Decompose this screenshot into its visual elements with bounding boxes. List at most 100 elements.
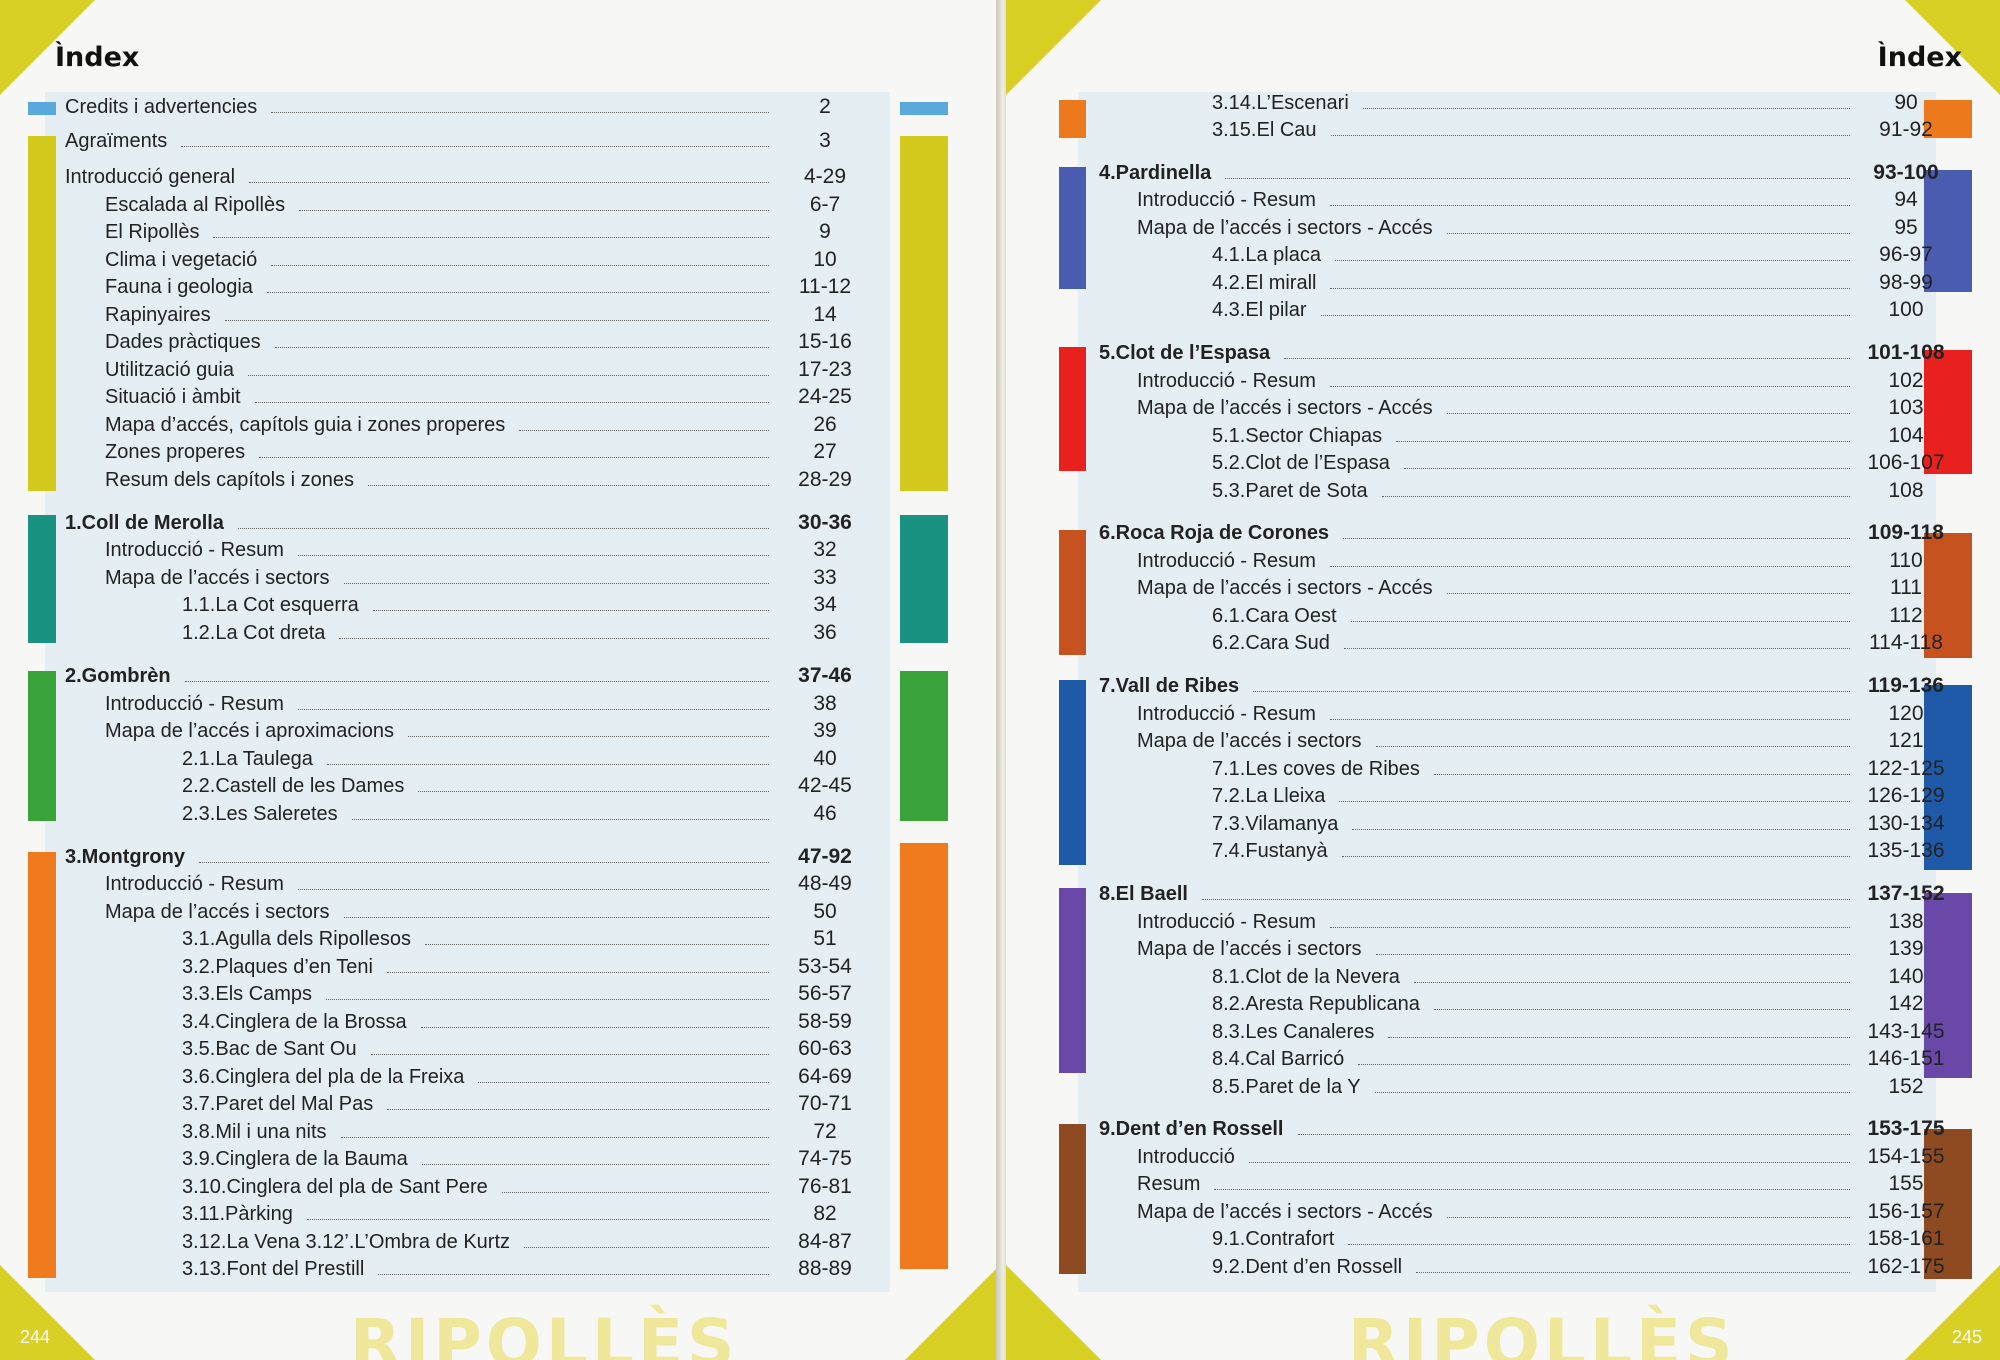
index-entry-2-gombren: 2.Gombrèn 37-46 (65, 661, 865, 688)
section-color-tab (1924, 685, 1972, 870)
entry-page-range: 4-29 (803, 165, 847, 188)
corner-decoration (0, 0, 95, 95)
index-entry-mapa-d-acces-capitols-guia-i-zones-properes: Mapa d’accés, capítols guia i zones prop… (105, 410, 865, 437)
entry-page-range: 138 (1888, 910, 1924, 933)
entry-page-range: 122-125 (1867, 757, 1945, 780)
entry-page-range: 51 (813, 927, 837, 950)
section-color-tab (1924, 1129, 1972, 1279)
entry-page-range: 139 (1888, 937, 1924, 960)
entry-page-range: 14 (813, 303, 837, 326)
index-entry-5-2-clot-de-l-espasa: 5.2.Clot de l’Espasa 106-107 (1212, 448, 1946, 475)
index-entry-3-montgrony: 3.Montgrony 47-92 (65, 842, 865, 869)
dot-leader (339, 638, 769, 639)
entry-title: 8.2.Aresta Republicana (1212, 993, 1420, 1015)
dot-leader (237, 528, 769, 529)
entry-page-range: 140 (1888, 965, 1924, 988)
entry-title: 4.Pardinella (1099, 162, 1212, 184)
entry-title: 8.5.Paret de la Y (1212, 1076, 1361, 1098)
dot-leader (1284, 358, 1850, 359)
entry-title: 3.1.Agulla dels Ripollesos (182, 928, 412, 950)
entry-page-range: 120 (1888, 702, 1924, 725)
index-entry-introduccio-resum: Introducció - Resum 94 (1137, 185, 1946, 212)
corner-decoration (905, 1265, 1000, 1360)
index-entry-8-3-les-canaleres: 8.3.Les Canaleres 143-145 (1212, 1017, 1946, 1044)
dot-leader (1416, 1272, 1850, 1273)
index-entry-7-vall-de-ribes: 7.Vall de Ribes 119-136 (1099, 671, 1946, 698)
index-entry-3-7-paret-del-mal-pas: 3.7.Paret del Mal Pas 70-71 (182, 1089, 865, 1116)
entry-title: 3.13.Font del Prestill (182, 1258, 365, 1280)
entry-page-range: 36 (813, 621, 837, 644)
entry-title: Utilització guia (105, 359, 234, 381)
dot-leader (1253, 691, 1850, 692)
dot-leader (306, 1219, 769, 1220)
entry-title: Mapa de l’accés i sectors (1137, 730, 1362, 752)
entry-title: 3.4.Cinglera de la Brossa (182, 1011, 407, 1033)
dot-leader (343, 917, 769, 918)
dot-leader (1348, 1244, 1850, 1245)
index-entry-mapa-de-l-acces-i-sectors-acces: Mapa de l’accés i sectors - Accés 103 (1137, 393, 1946, 420)
index-entry-9-2-dent-d-en-rossell: 9.2.Dent d’en Rossell 162-175 (1212, 1252, 1946, 1279)
right-page: Ìndex 3.14.L’Escenari 90 3.15.El Cau 91-92 4… (1006, 0, 2000, 1360)
dot-leader (1352, 829, 1850, 830)
entry-title: 3.15.El Cau (1212, 119, 1317, 141)
dot-leader (266, 292, 769, 293)
dot-leader (1329, 566, 1850, 567)
entry-title: 8.1.Clot de la Nevera (1212, 966, 1400, 988)
watermark-title: RIPOLLÈS (1348, 1305, 1737, 1360)
dot-leader (420, 1027, 769, 1028)
index-entry-introduccio-resum: Introducció - Resum 38 (105, 689, 865, 716)
index-entry-mapa-de-l-acces-i-sectors: Mapa de l’accés i sectors 121 (1137, 726, 1946, 753)
entry-title: Escalada al Ripollès (105, 194, 286, 216)
index-entry-3-9-cinglera-de-la-bauma: 3.9.Cinglera de la Bauma 74-75 (182, 1144, 865, 1171)
index-entry-3-10-cinglera-del-pla-de-sant-pere: 3.10.Cinglera del pla de Sant Pere 76-81 (182, 1172, 865, 1199)
dot-leader (378, 1274, 769, 1275)
index-entry-mapa-de-l-acces-i-sectors: Mapa de l’accés i sectors 50 (105, 897, 865, 924)
entry-page-range: 102 (1888, 369, 1924, 392)
page-heading: Ìndex (1877, 42, 1962, 73)
entry-title: Introducció - Resum (1137, 550, 1316, 572)
dot-leader (1375, 954, 1850, 955)
entry-title: Mapa de l’accés i sectors (105, 567, 330, 589)
dot-leader (524, 1247, 769, 1248)
entry-title: Mapa d’accés, capítols guia i zones prop… (105, 414, 506, 436)
section-color-bar (28, 102, 56, 115)
dot-leader (1433, 1009, 1850, 1010)
dot-leader (387, 1109, 769, 1110)
page-number: 244 (20, 1327, 51, 1347)
index-entry-mapa-de-l-acces-i-sectors-acces: Mapa de l’accés i sectors - Accés 156-157 (1137, 1197, 1946, 1224)
section-color-tab (1924, 350, 1972, 474)
entry-page-range: 103 (1888, 396, 1924, 419)
index-entry-3-3-els-camps: 3.3.Els Camps 56-57 (182, 979, 865, 1006)
index-entry-5-3-paret-de-sota: 5.3.Paret de Sota 108 (1212, 476, 1946, 503)
index-entry-1-1-la-cot-esquerra: 1.1.La Cot esquerra 34 (182, 590, 865, 617)
entry-title: Introducció - Resum (1137, 911, 1316, 933)
entry-title: Introducció - Resum (1137, 370, 1316, 392)
entry-page-range: 153-175 (1867, 1117, 1945, 1140)
entry-title: Mapa de l’accés i sectors - Accés (1137, 397, 1433, 419)
entry-page-range: 126-129 (1867, 784, 1945, 807)
entry-title: Introducció (1137, 1146, 1235, 1168)
entry-title: 5.1.Sector Chiapas (1212, 425, 1383, 447)
section-color-bar (28, 671, 56, 821)
dot-leader (370, 1054, 769, 1055)
entry-title: 3.10.Cinglera del pla de Sant Pere (182, 1176, 488, 1198)
dot-leader (249, 182, 769, 183)
entry-page-range: 46 (813, 802, 837, 825)
entry-page-range: 53-54 (798, 955, 852, 978)
dot-leader (254, 402, 769, 403)
index-entry-9-1-contrafort: 9.1.Contrafort 158-161 (1212, 1224, 1946, 1251)
entry-title: 7.2.La Lleixa (1212, 785, 1326, 807)
entry-page-range: 30-36 (798, 511, 852, 534)
index-entry-7-3-vilamanya: 7.3.Vilamanya 130-134 (1212, 809, 1946, 836)
entry-title: 7.1.Les coves de Ribes (1212, 758, 1420, 780)
index-entry-mapa-de-l-acces-i-sectors: Mapa de l’accés i sectors 139 (1137, 934, 1946, 961)
index-entry-rapinyaires: Rapinyaires 14 (105, 300, 865, 327)
index-entry-mapa-de-l-acces-i-sectors-acces: Mapa de l’accés i sectors - Accés 111 (1137, 573, 1946, 600)
index-entry-introduccio: Introducció 154-155 (1137, 1142, 1946, 1169)
entry-title: 4.3.El pilar (1212, 299, 1307, 321)
index-entry-3-13-font-del-prestill: 3.13.Font del Prestill 88-89 (182, 1254, 865, 1281)
entry-title: 2.Gombrèn (65, 665, 171, 687)
index-entry-3-2-plaques-d-en-teni: 3.2.Plaques d’en Teni 53-54 (182, 952, 865, 979)
entry-title: 5.Clot de l’Espasa (1099, 342, 1271, 364)
index-entry-3-4-cinglera-de-la-brossa: 3.4.Cinglera de la Brossa 58-59 (182, 1007, 865, 1034)
